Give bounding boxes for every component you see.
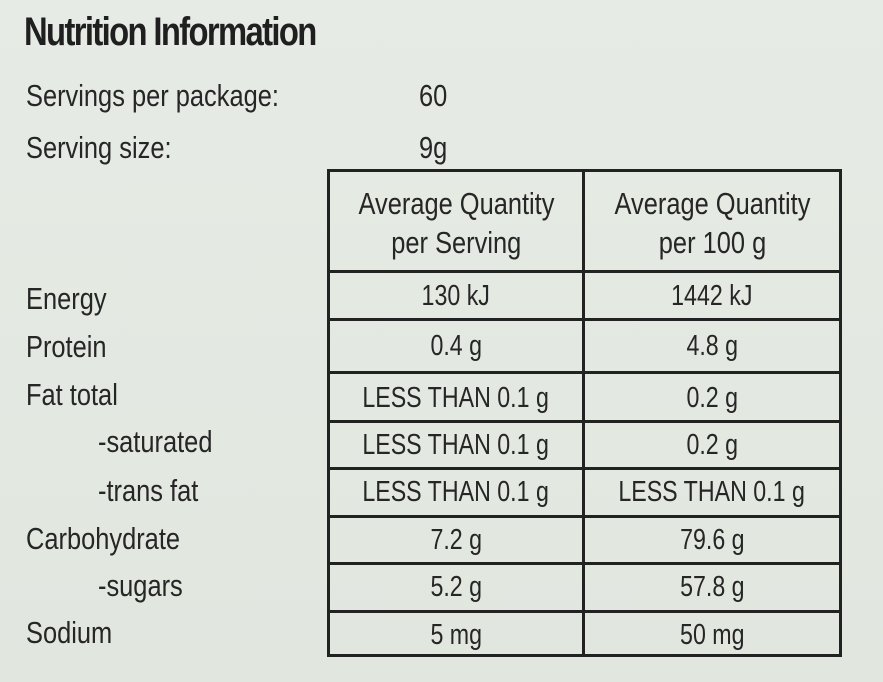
cell-value: LESS THAN 0.1 g [618, 476, 806, 508]
table-row-divider [327, 467, 842, 470]
table-column-divider [582, 169, 585, 657]
cell-value: 5 mg [430, 619, 482, 651]
row-label-sugars: -sugars [98, 568, 183, 603]
cell-value: 0.4 g [430, 330, 482, 362]
sodium-per-100g: 50 mg [585, 615, 839, 655]
column-header-line: Average Quantity [614, 186, 810, 221]
protein-per-100g: 4.8 g [585, 326, 839, 366]
protein-per-serving: 0.4 g [330, 326, 582, 366]
trans-fat-per-100g: LESS THAN 0.1 g [585, 472, 839, 512]
column-header-line: per 100 g [658, 225, 766, 260]
saturated-per-100g: 0.2 g [585, 425, 839, 465]
panel-title: Nutrition Information [24, 10, 317, 54]
row-label-protein: Protein [26, 329, 107, 364]
serving-size-label: Serving size: [26, 130, 172, 165]
servings-per-package-label: Servings per package: [26, 78, 279, 113]
column-header-per-serving: Average Quantity per Serving [330, 184, 582, 264]
table-row-divider [327, 515, 842, 518]
row-label-saturated: -saturated [98, 424, 213, 459]
cell-value: LESS THAN 0.1 g [362, 382, 550, 414]
serving-size-value: 9g [419, 130, 448, 165]
row-label-trans-fat: -trans fat [98, 473, 199, 508]
cell-value: 7.2 g [430, 524, 482, 556]
column-header-line: Average Quantity [358, 186, 554, 221]
carbohydrate-per-serving: 7.2 g [330, 520, 582, 560]
cell-value: 4.8 g [686, 330, 738, 362]
sodium-per-serving: 5 mg [330, 615, 582, 655]
table-row-divider [327, 562, 842, 565]
servings-per-package-value: 60 [419, 78, 448, 113]
cell-value: 79.6 g [679, 524, 745, 556]
cell-value: LESS THAN 0.1 g [362, 429, 550, 461]
cell-value: 0.2 g [686, 429, 738, 461]
row-label-carbohydrate: Carbohydrate [26, 521, 181, 556]
table-row-divider [327, 610, 842, 613]
column-header-line: per Serving [391, 225, 521, 260]
table-row-divider [327, 371, 842, 374]
energy-per-serving: 130 kJ [330, 276, 582, 316]
column-header-per-100g: Average Quantity per 100 g [585, 184, 839, 264]
cell-value: 57.8 g [679, 571, 745, 603]
cell-value: 5.2 g [430, 571, 482, 603]
fat-total-per-serving: LESS THAN 0.1 g [330, 378, 582, 418]
table-row-divider [327, 270, 842, 273]
saturated-per-serving: LESS THAN 0.1 g [330, 425, 582, 465]
row-label-fat-total: Fat total [26, 377, 118, 412]
trans-fat-per-serving: LESS THAN 0.1 g [330, 472, 582, 512]
fat-total-per-100g: 0.2 g [585, 378, 839, 418]
sugars-per-serving: 5.2 g [330, 567, 582, 607]
cell-value: 0.2 g [686, 382, 738, 414]
table-row-divider [327, 318, 842, 321]
cell-value: LESS THAN 0.1 g [362, 476, 550, 508]
energy-per-100g: 1442 kJ [585, 276, 839, 316]
cell-value: 1442 kJ [671, 280, 753, 312]
sugars-per-100g: 57.8 g [585, 567, 839, 607]
cell-value: 50 mg [679, 619, 745, 651]
row-label-sodium: Sodium [26, 615, 113, 650]
carbohydrate-per-100g: 79.6 g [585, 520, 839, 560]
row-label-energy: Energy [26, 281, 107, 316]
table-row-divider [327, 420, 842, 423]
cell-value: 130 kJ [421, 280, 491, 312]
